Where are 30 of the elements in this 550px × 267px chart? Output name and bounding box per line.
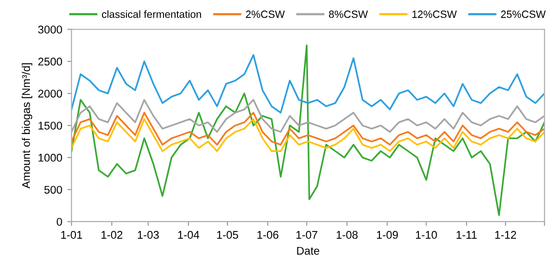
x-tick-label: 1-11 xyxy=(456,231,477,239)
x-tick-label: 1-03 xyxy=(138,230,159,239)
y-tick-label: 3000 xyxy=(38,26,62,34)
y-tick-label: 1000 xyxy=(38,154,62,162)
x-tick-label: 1-09 xyxy=(376,230,398,239)
legend-label: 8%CSW xyxy=(329,10,368,18)
line-series xyxy=(72,44,544,216)
line-series xyxy=(72,112,544,146)
x-tick-label: 1-07 xyxy=(296,230,318,239)
legend-label: classical fermentation xyxy=(102,10,202,18)
legend-label: 2%CSW xyxy=(246,10,285,18)
line-series xyxy=(72,54,544,114)
x-tick-label: 1-05 xyxy=(217,230,238,239)
x-tick-label: 1-04 xyxy=(178,230,200,239)
y-tick-label: 0 xyxy=(56,218,62,226)
x-tick-label: 1-08 xyxy=(336,230,358,239)
legend-label: 25%CSW xyxy=(501,10,546,18)
x-axis-title: Date xyxy=(297,246,320,255)
x-tick-label: 1-01 xyxy=(61,230,82,239)
x-tick-label: 1-10 xyxy=(416,230,437,239)
x-tick-label: 1-02 xyxy=(102,230,122,239)
y-axis-title: Amount of biogas [Nm³/d] xyxy=(22,63,32,188)
x-tick-label: 1-12 xyxy=(495,230,516,239)
y-tick-label: 1500 xyxy=(38,122,62,130)
x-tick-label: 1-06 xyxy=(257,230,278,239)
y-tick-label: 2000 xyxy=(38,90,62,98)
line-series xyxy=(72,118,544,152)
legend-label: 12%CSW xyxy=(412,10,457,18)
y-tick-label: 2500 xyxy=(38,58,62,66)
y-tick-label: 500 xyxy=(44,186,62,194)
